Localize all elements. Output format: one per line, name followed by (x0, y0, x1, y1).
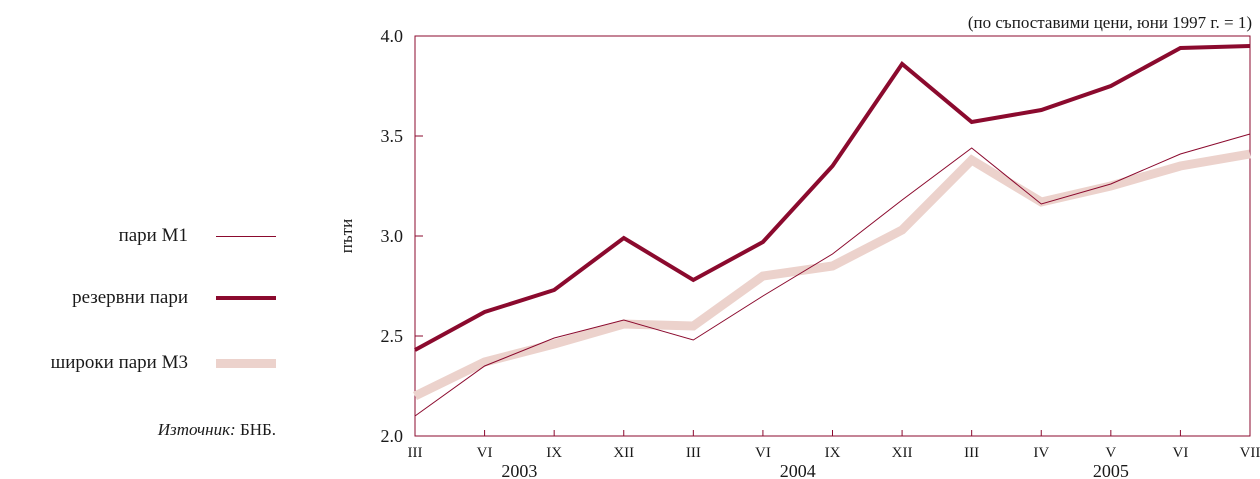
year-label: 2003 (501, 461, 537, 479)
x-tick-label: VI (477, 445, 493, 461)
year-label: 2005 (1093, 461, 1129, 479)
x-tick-label: V (1105, 445, 1116, 461)
legend: пари М1 резервни пари широки пари М3 Изт… (0, 0, 300, 479)
source-prefix: Източник: (157, 420, 236, 439)
x-tick-label: XII (613, 445, 634, 461)
source-text: БНБ. (239, 420, 276, 439)
legend-label-reserve: резервни пари (72, 287, 188, 308)
legend-item-m3: широки пари М3 (51, 351, 276, 375)
x-tick-label: VI (1173, 445, 1189, 461)
x-tick-label: IX (825, 445, 841, 461)
x-tick-label: VI (755, 445, 771, 461)
year-label: 2004 (780, 461, 816, 479)
x-tick-label: IV (1033, 445, 1049, 461)
y-tick-label: 3.0 (381, 226, 404, 246)
legend-item-reserve: резервни пари (72, 286, 276, 310)
y-axis-label: пъти (337, 219, 356, 253)
y-tick-label: 2.5 (381, 326, 404, 346)
legend-label-m3: широки пари М3 (50, 352, 188, 373)
x-tick-label: III (408, 445, 423, 461)
legend-swatch-reserve (216, 296, 276, 300)
y-tick-label: 2.0 (381, 426, 404, 446)
x-tick-label: VII (1240, 445, 1260, 461)
plot-frame (414, 35, 1251, 437)
legend-label-m1: пари М1 (118, 225, 188, 246)
x-tick-label: IX (546, 445, 562, 461)
y-tick-label: 4.0 (381, 26, 404, 46)
chart-note: (по съпоставими цени, юни 1997 г. = 1) (968, 13, 1252, 32)
x-tick-label: III (964, 445, 979, 461)
legend-swatch-m3 (216, 358, 276, 368)
source-note: Източник: БНБ. (158, 420, 276, 440)
x-tick-label: III (686, 445, 701, 461)
series-line-m3 (413, 149, 1251, 401)
legend-swatch-m1 (216, 235, 276, 237)
y-axis: 2.0 2.5 3.0 3.5 4.0 (381, 26, 423, 446)
x-axis: III VI IX XII III VI IX XII III IV V VI VII 2003 2004 2… (408, 430, 1260, 479)
series-line-m1 (414, 133, 1251, 417)
x-tick-label: XII (892, 445, 913, 461)
legend-item-m1: пари М1 (119, 224, 276, 248)
y-tick-label: 3.5 (381, 126, 404, 146)
series-line-reserve (414, 44, 1251, 352)
series-layer (413, 44, 1251, 417)
